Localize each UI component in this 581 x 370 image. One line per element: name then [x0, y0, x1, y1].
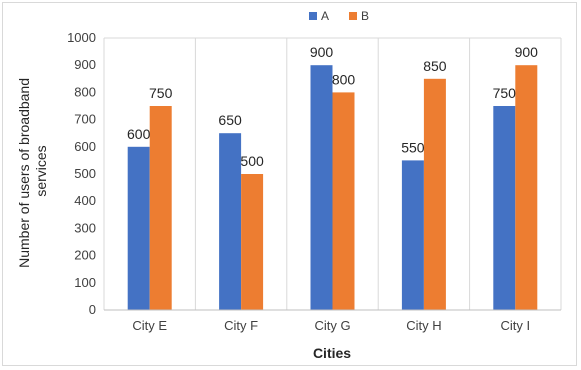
bar-b: [332, 92, 355, 311]
labels-layer: 600 750 650 500 900 800 550 850 750 900: [127, 44, 538, 169]
chart-frame: 600 750 650 500 900 800 550 850 750 900 0 100 200 30…: [2, 2, 577, 366]
axis-layer: 0 100 200 300 400 500 600 700 800 900 1000 City E Ci…: [67, 30, 561, 333]
y-tick-label: 400: [74, 193, 96, 208]
data-label: 900: [515, 44, 539, 60]
data-label: 750: [493, 85, 517, 101]
bar-a: [127, 146, 150, 310]
data-label: 850: [423, 58, 447, 74]
data-label: 750: [149, 85, 173, 101]
bar-b: [241, 174, 264, 310]
bars-layer: [127, 65, 538, 311]
data-label: 900: [310, 44, 334, 60]
legend-swatch-a: [309, 12, 317, 20]
x-tick-label: City G: [314, 318, 350, 333]
legend-swatch-b: [349, 12, 357, 20]
grid-layer: [103, 37, 562, 310]
y-tick-label: 500: [74, 166, 96, 181]
y-tick-label: 1000: [67, 30, 96, 45]
y-tick-label: 0: [89, 302, 96, 317]
bar-a: [401, 160, 424, 310]
data-label: 650: [218, 112, 242, 128]
bar-b: [515, 65, 538, 310]
y-tick-label: 800: [74, 84, 96, 99]
bar-chart: 600 750 650 500 900 800 550 850 750 900 0 100 200 30…: [16, 9, 562, 361]
y-axis-title-line-1: Number of users of broadband: [16, 78, 32, 268]
x-tick-label: City I: [500, 318, 530, 333]
y-axis-title: Number of users of broadband services: [16, 74, 49, 268]
y-axis-title-line-2: services: [33, 145, 49, 196]
legend-label-b: B: [361, 9, 369, 23]
data-label: 500: [240, 153, 264, 169]
y-tick-label: 600: [74, 139, 96, 154]
bar-a: [310, 65, 333, 310]
bar-b: [149, 106, 172, 310]
y-tick-label: 100: [74, 275, 96, 290]
bar-a: [493, 106, 516, 310]
y-tick-label: 300: [74, 220, 96, 235]
data-label: 600: [127, 126, 151, 142]
x-axis-title: Cities: [313, 345, 351, 361]
bar-a: [219, 133, 242, 310]
legend-label-a: A: [321, 9, 329, 23]
x-tick-label: City H: [406, 318, 441, 333]
x-tick-label: City F: [224, 318, 258, 333]
x-tick-label: City E: [132, 318, 167, 333]
y-tick-label: 900: [74, 57, 96, 72]
data-label: 550: [401, 139, 425, 155]
y-tick-label: 200: [74, 248, 96, 263]
data-label: 800: [332, 71, 356, 87]
bar-b: [423, 78, 446, 310]
y-tick-label: 700: [74, 112, 96, 127]
